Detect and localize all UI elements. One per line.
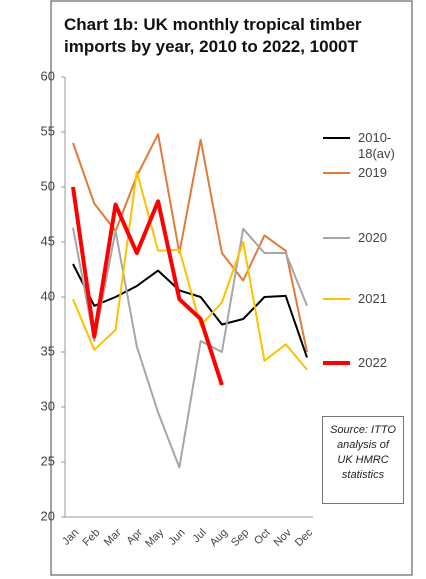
x-tick-label: Feb [81,527,103,549]
series-line [72,170,308,371]
legend-label: 2021 [358,291,387,306]
x-tick-label: Mar [102,526,124,548]
y-tick-label: 20 [41,508,55,523]
y-tick-label: 50 [41,178,55,193]
x-tick-label: Jan [60,527,81,548]
x-tick-label: Sep [229,527,251,549]
x-tick-label: Apr [124,526,145,547]
y-tick-label: 45 [41,233,55,248]
frame [50,0,413,576]
legend-label: 2022 [358,355,387,370]
y-tick-label: 30 [41,398,55,413]
y-tick-label: 25 [41,453,55,468]
series-line [71,186,224,386]
y-tick-label: 55 [41,123,55,138]
x-tick-label: Jun [167,527,188,548]
x-tick-label: May [143,526,167,550]
series-line [72,227,308,469]
chart-title: Chart 1b: UK monthly tropical timber imp… [64,15,362,56]
y-tick-label: 35 [41,343,55,358]
x-tick-label: Oct [252,527,273,548]
series-line [72,263,308,358]
legend-label: 2020 [358,230,387,245]
y-tick-label: 40 [41,288,55,303]
source-note: Source: ITTO analysis of UK HMRC statist… [322,416,404,504]
x-tick-label: Jul [190,527,208,545]
legend-label: 2010-18(av) [358,130,395,161]
legend-label: 2019 [358,165,387,180]
y-tick-label: 60 [41,68,55,83]
x-tick-label: Nov [272,526,295,549]
x-tick-label: Dec [293,526,316,549]
x-tick-label: Aug [208,527,230,549]
